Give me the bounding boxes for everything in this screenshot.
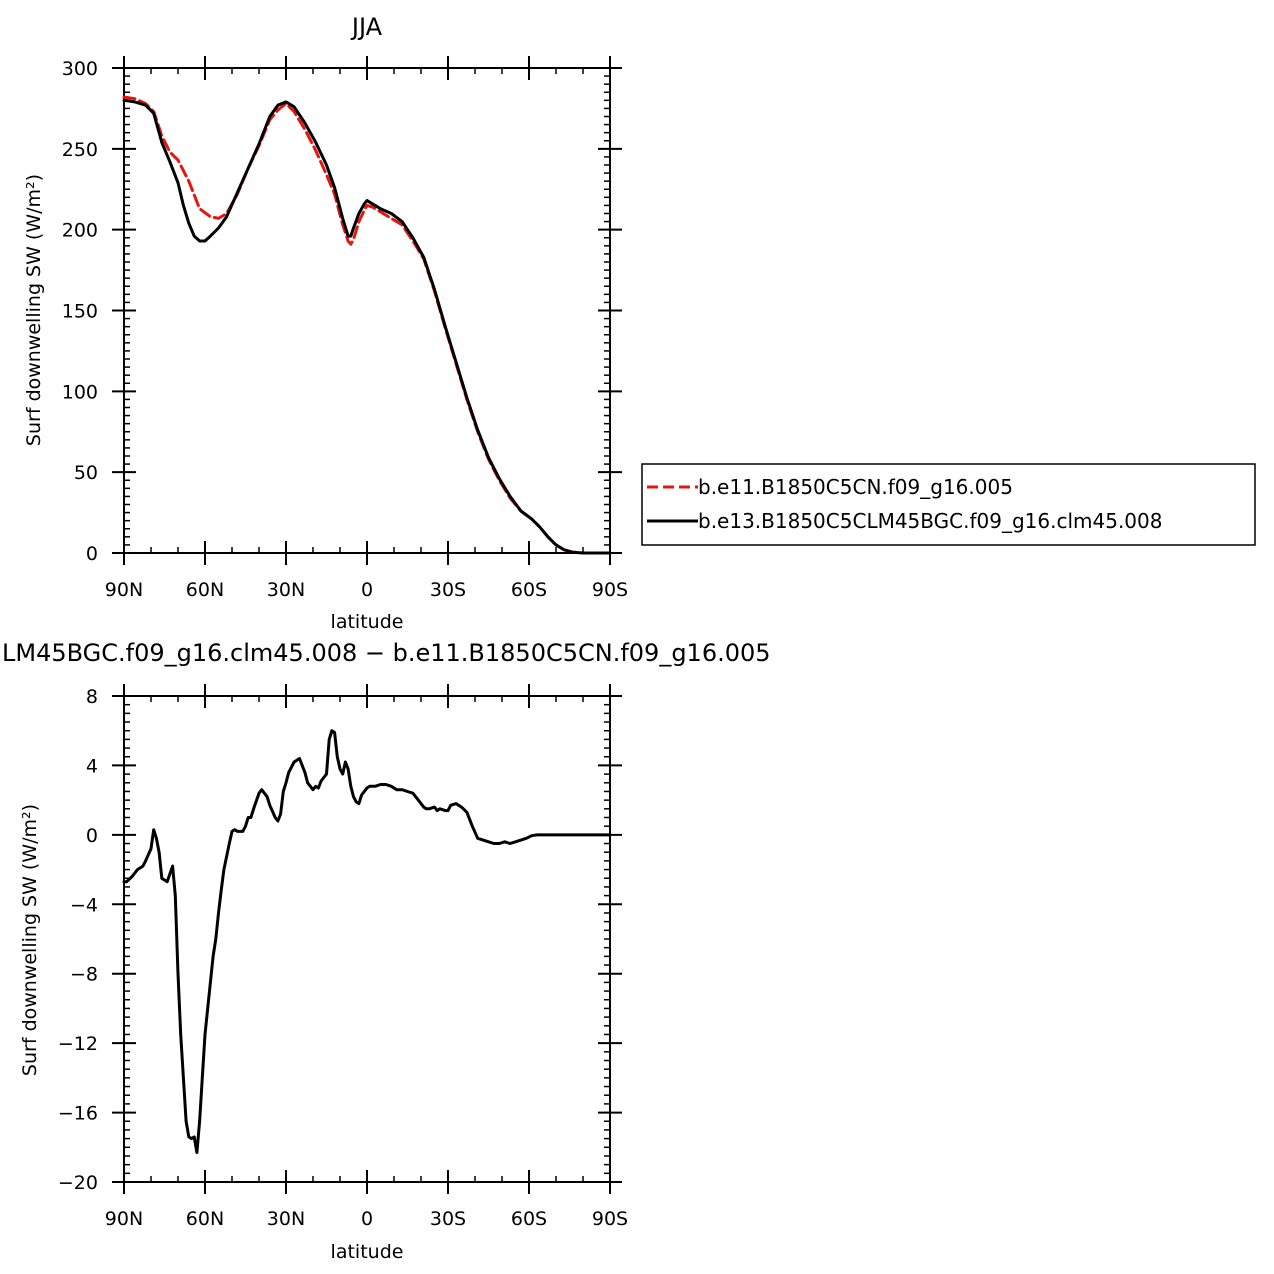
top-y-tick-label: 50 bbox=[74, 462, 98, 484]
legend-label-series-1: b.e11.B1850C5CN.f09_g16.005 bbox=[698, 475, 1013, 499]
top-x-axis-label: latitude bbox=[331, 611, 404, 633]
legend-box bbox=[641, 463, 1256, 546]
legend-label-series-2: b.e13.B1850C5CLM45BGC.f09_g16.clm45.008 bbox=[698, 509, 1162, 533]
top-x-tick-label: 0 bbox=[361, 579, 373, 601]
bottom-series-group bbox=[122, 729, 612, 1154]
bottom-y-tick-label: −4 bbox=[70, 894, 98, 916]
bottom-y-tick-label: 8 bbox=[86, 686, 98, 708]
top-plot-frame bbox=[123, 67, 611, 554]
bottom-y-tick-label: 4 bbox=[86, 755, 98, 777]
top-y-tick-label: 100 bbox=[62, 381, 98, 403]
top-y-tick-label: 200 bbox=[62, 220, 98, 242]
bottom-y-tick-label: 0 bbox=[86, 825, 98, 847]
top-y-tick-label: 150 bbox=[62, 301, 98, 323]
top-series-group bbox=[122, 95, 612, 555]
bottom-x-ticks: 90N 60N 30N 0 30S 60S 90S bbox=[105, 684, 628, 1230]
top-x-tick-label: 90S bbox=[592, 579, 628, 601]
top-y-tick-label: 0 bbox=[86, 543, 98, 565]
top-y-tick-label: 250 bbox=[62, 139, 98, 161]
bottom-x-tick-label: 90N bbox=[105, 1208, 143, 1230]
top-y-axis-label: Surf downwelling SW (W/m²) bbox=[23, 174, 45, 446]
bottom-chart-title: LM45BGC.f09_g16.clm45.008 − b.e11.B1850C… bbox=[2, 639, 771, 667]
top-series-line-2 bbox=[122, 98, 612, 555]
top-x-ticks: 90N 60N 30N 0 30S 60S 90S bbox=[105, 56, 628, 601]
top-x-tick-label: 60N bbox=[186, 579, 224, 601]
bottom-x-tick-label: 30N bbox=[267, 1208, 305, 1230]
bottom-series-line-1 bbox=[122, 729, 612, 1154]
bottom-y-axis-label: Surf downwelling SW (W/m²) bbox=[19, 804, 41, 1076]
bottom-x-tick-label: 30S bbox=[430, 1208, 466, 1230]
bottom-y-tick-label: −8 bbox=[70, 964, 98, 986]
top-y-tick-label: 300 bbox=[62, 58, 98, 80]
top-x-tick-label: 60S bbox=[511, 579, 547, 601]
bottom-x-tick-label: 60N bbox=[186, 1208, 224, 1230]
bottom-x-tick-label: 60S bbox=[511, 1208, 547, 1230]
top-y-ticks: 0 50 100 150 200 250 300 bbox=[62, 58, 622, 565]
top-chart-title: JJA bbox=[350, 13, 383, 41]
bottom-y-ticks: −20 −16 −12 −8 −4 0 4 8 bbox=[58, 686, 622, 1194]
legend: b.e11.B1850C5CN.f09_g16.005 b.e13.B1850C… bbox=[641, 463, 1256, 546]
bottom-y-tick-label: −20 bbox=[58, 1172, 98, 1194]
bottom-x-tick-label: 90S bbox=[592, 1208, 628, 1230]
bottom-panel: LM45BGC.f09_g16.clm45.008 − b.e11.B1850C… bbox=[2, 639, 771, 1263]
top-x-tick-label: 30N bbox=[267, 579, 305, 601]
top-x-tick-label: 30S bbox=[430, 579, 466, 601]
bottom-x-axis-label: latitude bbox=[331, 1241, 404, 1263]
bottom-x-tick-label: 0 bbox=[361, 1208, 373, 1230]
bottom-plot-frame bbox=[123, 695, 611, 1183]
top-x-tick-label: 90N bbox=[105, 579, 143, 601]
bottom-y-tick-label: −12 bbox=[58, 1033, 98, 1055]
top-series-line-1 bbox=[122, 95, 612, 555]
bottom-y-tick-label: −16 bbox=[58, 1103, 98, 1125]
